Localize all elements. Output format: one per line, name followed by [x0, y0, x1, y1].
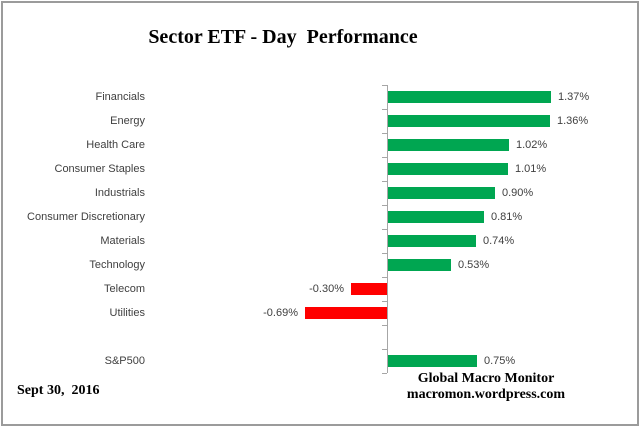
category-label-energy: Energy: [110, 115, 145, 127]
date-label: Sept 30, 2016: [17, 383, 100, 398]
value-label-consumer-staples: 1.01%: [515, 163, 547, 175]
bar-technology: [388, 259, 451, 271]
axis-tick: [382, 301, 387, 302]
value-label-energy: 1.36%: [557, 115, 589, 127]
axis-tick: [382, 181, 387, 182]
value-label-telecom: -0.30%: [309, 283, 344, 295]
bar-energy: [388, 115, 550, 127]
category-label-technology: Technology: [89, 259, 145, 271]
bar-utilities: [305, 307, 387, 319]
axis-tick: [382, 109, 387, 110]
value-axis-line: [387, 85, 388, 373]
axis-tick: [382, 133, 387, 134]
value-label-health-care: 1.02%: [516, 139, 548, 151]
value-label-financials: 1.37%: [558, 91, 590, 103]
category-label-telecom: Telecom: [104, 283, 145, 295]
bar-financials: [388, 91, 551, 103]
axis-tick: [382, 277, 387, 278]
value-label-technology: 0.53%: [458, 259, 490, 271]
axis-tick: [382, 373, 387, 374]
chart-title: Sector ETF - Day Performance: [148, 26, 418, 48]
bar-consumer-discretionary: [388, 211, 484, 223]
category-label-consumer-staples: Consumer Staples: [54, 163, 146, 175]
bar-consumer-staples: [388, 163, 508, 175]
category-label-consumer-discretionary: Consumer Discretionary: [27, 211, 145, 223]
credit-source-name: Global Macro Monitor: [417, 371, 555, 386]
bar-s-p500: [388, 355, 477, 367]
category-label-health-care: Health Care: [86, 139, 145, 151]
category-label-s-p500: S&P500: [104, 355, 145, 367]
axis-tick: [382, 85, 387, 86]
credit-block: Global Macro Monitor macromon.wordpress.…: [356, 371, 616, 403]
axis-tick: [382, 205, 387, 206]
axis-tick: [382, 253, 387, 254]
value-label-materials: 0.74%: [483, 235, 515, 247]
axis-tick: [382, 229, 387, 230]
axis-tick: [382, 157, 387, 158]
category-label-materials: Materials: [100, 235, 145, 247]
value-label-industrials: 0.90%: [502, 187, 534, 199]
bar-telecom: [351, 283, 387, 295]
category-label-financials: Financials: [95, 91, 145, 103]
value-label-s-p500: 0.75%: [484, 355, 516, 367]
bar-materials: [388, 235, 476, 247]
bar-health-care: [388, 139, 509, 151]
credit-source-url: macromon.wordpress.com: [406, 387, 566, 402]
value-label-utilities: -0.69%: [263, 307, 298, 319]
axis-tick: [382, 349, 387, 350]
bar-industrials: [388, 187, 495, 199]
category-label-industrials: Industrials: [94, 187, 145, 199]
value-label-consumer-discretionary: 0.81%: [491, 211, 523, 223]
axis-tick: [382, 325, 387, 326]
category-label-utilities: Utilities: [109, 307, 145, 319]
